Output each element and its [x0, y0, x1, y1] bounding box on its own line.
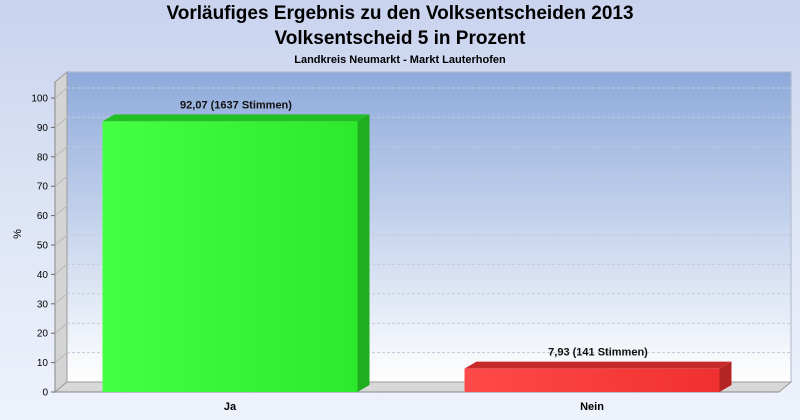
chart-subtitle: Volksentscheid 5 in Prozent [274, 28, 526, 49]
bar-front-face [464, 368, 720, 392]
bar-front-face [102, 121, 358, 392]
y-tick-label: 80 [37, 152, 49, 163]
bar-ja [102, 114, 370, 392]
x-tick-label-ja: Ja [224, 401, 237, 413]
gridline-side [54, 175, 68, 187]
bar-nein [464, 361, 732, 392]
gridline-side [54, 205, 68, 216]
y-axis-label: % [12, 229, 24, 239]
gridline-side [54, 234, 68, 246]
gridline-side [54, 322, 68, 334]
y-tick-label: 50 [37, 241, 49, 252]
y-tick-label: 40 [37, 270, 49, 281]
y-tick-label: 90 [37, 123, 49, 134]
bar-top-face [464, 361, 732, 369]
gridline-side [54, 87, 68, 99]
y-tick-label: 70 [37, 182, 49, 193]
chart-caption: Landkreis Neumarkt - Markt Lauterhofen [294, 54, 506, 66]
y-tick-label: 0 [42, 388, 48, 399]
y-tick-label: 30 [37, 299, 49, 310]
data-label-ja: 92,07 (1637 Stimmen) [180, 99, 292, 111]
y-tick-label: 100 [31, 94, 48, 105]
plot-side-wall [54, 70, 68, 394]
gridline-side [54, 117, 68, 128]
chart-title: Vorläufiges Ergebnis zu den Volksentsche… [166, 3, 634, 24]
y-tick-label: 20 [37, 329, 49, 340]
gridline-side [54, 146, 68, 158]
y-tick-label: 60 [37, 211, 49, 222]
y-tick-label: 10 [37, 358, 49, 369]
gridline-side [54, 352, 68, 363]
data-label-nein: 7,93 (141 Stimmen) [548, 347, 648, 359]
x-tick-label-nein: Nein [580, 401, 604, 413]
gridline-side [54, 264, 68, 275]
bar-side-face [357, 114, 370, 392]
gridline-side [54, 293, 68, 305]
bar-top-face [102, 114, 370, 122]
bar-side-face [719, 361, 732, 392]
